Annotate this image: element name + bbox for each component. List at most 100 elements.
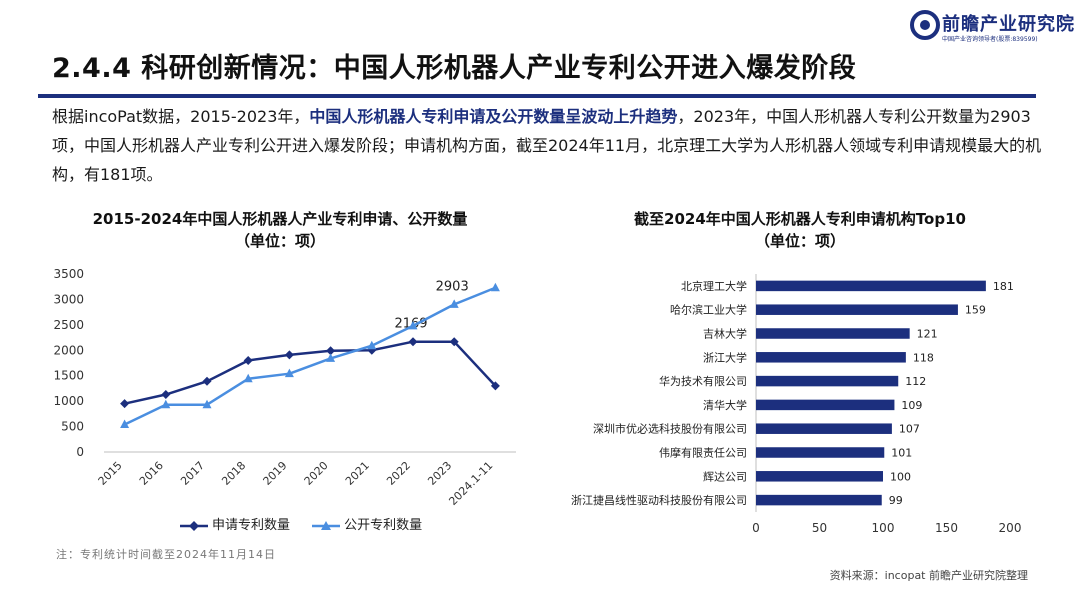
summary-highlight: 中国人形机器人专利申请及公开数量呈波动上升趋势 <box>309 107 678 126</box>
legend-item-applications: 申请专利数量 <box>180 514 290 533</box>
bar-chart: 北京理工大学 181 哈尔滨工业大学 159 吉林大学 121 浙江大学 118 华为技术有限公… <box>571 274 1022 535</box>
legend-label-applications: 申请专利数量 <box>212 518 291 533</box>
brand-name: 前瞻产业研究院 <box>942 14 1075 35</box>
bar <box>756 304 958 315</box>
category-label: 北京理工大学 <box>681 279 747 293</box>
bar-value-label: 121 <box>917 328 938 341</box>
bar-value-label: 118 <box>913 351 934 364</box>
x-tick-label: 2024.1-11 <box>446 459 495 508</box>
brand-tagline: 中国产业咨询领导者(股票:839599) <box>942 36 1038 43</box>
data-point-0 <box>161 390 171 400</box>
category-label: 辉达公司 <box>703 470 747 483</box>
bar <box>756 494 882 506</box>
bar-value-label: 101 <box>891 447 912 460</box>
category-label: 华为技术有限公司 <box>659 374 747 388</box>
bar <box>756 328 910 339</box>
bar <box>756 471 883 482</box>
data-point-0 <box>326 346 336 356</box>
footnote: 注：专利统计时间截至2024年11月14日 <box>56 548 276 561</box>
x-tick-label: 2020 <box>302 459 331 488</box>
x-tick-label: 2022 <box>384 459 413 488</box>
line-chart-subtitle: （单位：项） <box>234 232 325 250</box>
data-point-1 <box>326 353 336 362</box>
bar <box>756 280 986 292</box>
x-tick-label: 2023 <box>425 459 454 488</box>
y-tick-label: 3000 <box>53 292 84 306</box>
y-tick-label: 1000 <box>53 394 84 408</box>
category-label: 吉林大学 <box>703 327 747 341</box>
brand-logo-icon <box>910 10 940 40</box>
page-title: 2.4.4 科研创新情况：中国人形机器人产业专利公开进入爆发阶段 <box>52 53 857 84</box>
data-point-1 <box>243 373 253 383</box>
y-tick-label: 3500 <box>53 267 84 281</box>
line-chart-title: 2015-2024年中国人形机器人产业专利申请、公开数量 <box>92 210 468 228</box>
data-point-1 <box>284 368 294 378</box>
data-point-1 <box>449 299 459 308</box>
data-point-0 <box>367 345 377 355</box>
series-line-1 <box>124 286 496 426</box>
bar <box>756 423 892 434</box>
category-label: 浙江捷昌线性驱动科技股份有限公司 <box>571 493 747 507</box>
bar-value-label: 99 <box>889 494 903 507</box>
summary-text-2: ，2023年，中国人形机器人专利公开数量为2903项，中国人形机器人产业专利公开… <box>52 107 1042 184</box>
data-point-1 <box>161 399 171 409</box>
data-point-1 <box>367 340 377 350</box>
legend-swatch-publications <box>312 520 341 530</box>
bar-value-label: 112 <box>905 375 926 388</box>
x-tick-label: 2019 <box>261 459 290 488</box>
data-point-1 <box>202 399 212 409</box>
summary-paragraph: 根据incoPat数据，2015-2023年，中国人形机器人专利申请及公开数量呈… <box>52 102 1042 189</box>
data-point-1 <box>120 419 130 429</box>
category-label: 深圳市优必选科技股份有限公司 <box>593 422 747 436</box>
bar <box>756 352 906 363</box>
bar-chart-title-block: 截至2024年中国人形机器人专利申请机构Top10 （单位：项） <box>560 208 1040 252</box>
line-chart-title-block: 2015-2024年中国人形机器人产业专利申请、公开数量 （单位：项） <box>40 208 520 252</box>
category-label: 浙江大学 <box>703 350 747 364</box>
line-chart: 0 500 1000 1500 2000 2500 3000 3500 2015 2016 2017… <box>53 267 516 508</box>
legend-swatch-applications <box>180 520 208 531</box>
x-tick-label: 50 <box>812 521 827 535</box>
data-label: 2169 <box>394 317 427 332</box>
y-tick-label: 2500 <box>53 318 84 332</box>
series-line-0 <box>124 340 497 405</box>
x-tick-label: 2016 <box>137 459 166 488</box>
y-tick-label: 500 <box>61 420 84 434</box>
y-tick-label: 1500 <box>53 369 84 383</box>
x-tick-label: 2017 <box>178 459 207 488</box>
category-label: 伟摩有限责任公司 <box>659 446 747 460</box>
x-tick-label: 200 <box>999 521 1022 535</box>
bar-chart-title: 截至2024年中国人形机器人专利申请机构Top10 <box>634 210 966 228</box>
data-point-0 <box>202 376 212 386</box>
category-label: 清华大学 <box>703 398 747 412</box>
data-point-0 <box>120 399 130 409</box>
data-point-0 <box>408 337 418 347</box>
line-chart-legend: 申请专利数量 公开专利数量 <box>180 514 440 533</box>
data-point-1 <box>408 320 418 330</box>
x-tick-label: 2021 <box>343 459 372 488</box>
data-point-0 <box>490 381 500 391</box>
data-label: 2903 <box>436 279 469 294</box>
bar-value-label: 109 <box>901 399 922 412</box>
category-label: 哈尔滨工业大学 <box>670 303 747 317</box>
x-tick-label: 0 <box>752 521 760 535</box>
bar-value-label: 100 <box>890 470 911 483</box>
data-point-0 <box>284 350 294 360</box>
bar-chart-subtitle: （单位：项） <box>754 232 845 250</box>
legend-label-publications: 公开专利数量 <box>344 518 423 533</box>
bar-value-label: 107 <box>899 423 920 436</box>
title-divider <box>38 94 1036 98</box>
x-tick-label: 2018 <box>219 459 248 488</box>
bar <box>756 447 885 458</box>
y-tick-label: 2000 <box>53 343 84 357</box>
bar <box>756 375 899 387</box>
source-note: 资料来源：incopat 前瞻产业研究院整理 <box>829 569 1028 582</box>
y-tick-label: 0 <box>76 445 84 459</box>
data-point-0 <box>243 355 253 365</box>
x-tick-label: 2015 <box>96 459 125 488</box>
data-point-1 <box>490 282 500 292</box>
summary-text-1: 根据incoPat数据，2015-2023年， <box>52 107 310 126</box>
brand-logo: 前瞻产业研究院 中国产业咨询领导者(股票:839599) <box>910 8 1074 48</box>
x-tick-label: 100 <box>872 521 895 535</box>
bar <box>756 399 895 411</box>
bar-value-label: 159 <box>965 304 986 317</box>
